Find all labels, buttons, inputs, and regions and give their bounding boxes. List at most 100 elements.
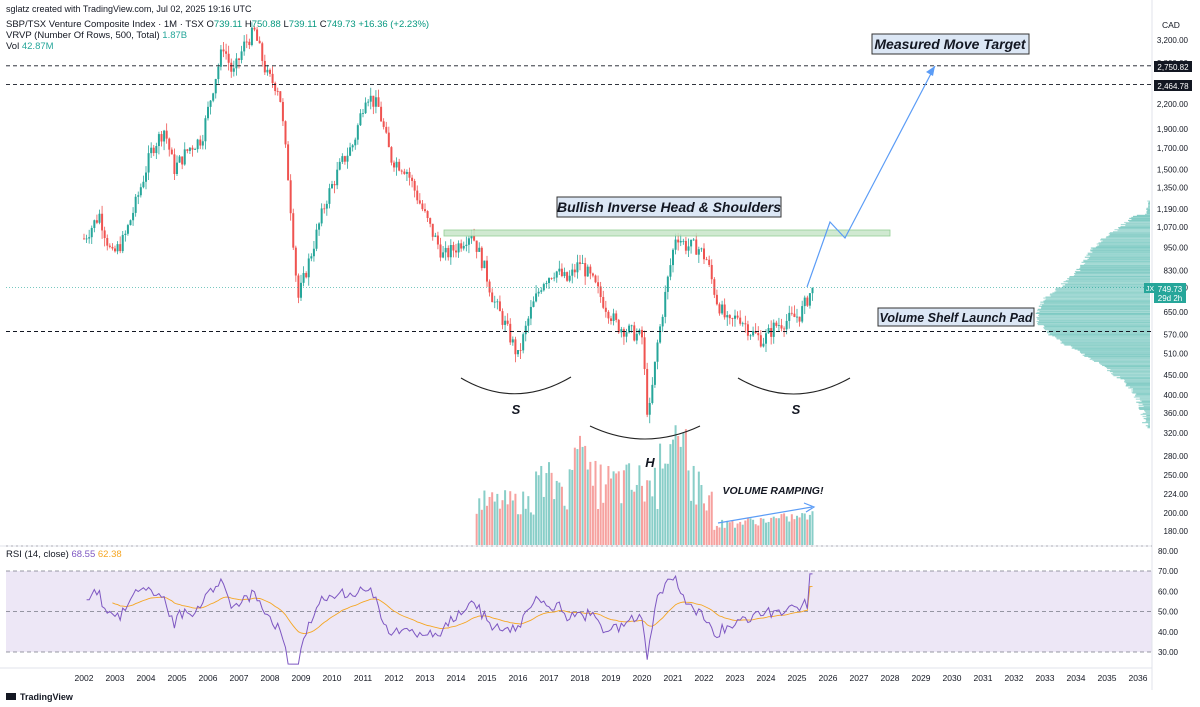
level-high-text: 2,750.82 [1157,63,1189,72]
candle-body [300,282,302,298]
candle-body [566,272,569,281]
volume-bar [522,491,525,545]
candle-body [387,132,390,148]
volume-profile-row [1043,328,1150,330]
volume-bar [705,510,708,545]
candle-body [248,41,251,46]
volume-profile-row [1036,316,1150,319]
candle-body [666,276,669,292]
volume-profile-row [1044,299,1150,301]
candle-body [713,279,716,295]
volume-bar [806,519,809,545]
volume-bar [770,517,773,545]
candle-body [201,141,204,146]
volume-profile-row [1088,257,1150,259]
volume-bar [635,484,638,545]
candle-body [656,342,659,362]
candle-body [811,287,814,294]
volume-profile-row [1142,412,1150,415]
tradingview-logo-icon [6,693,16,700]
volume-profile-row [1090,255,1150,257]
candle-body [470,235,473,239]
volume-profile-row [1136,401,1150,403]
volume-profile-row [1148,204,1150,206]
candle-body [261,43,264,61]
time-tick-label: 2024 [757,673,776,683]
time-axis: 2002 2003 2004 2005 2006 2007 2008 2009 2010 2011… [75,673,1148,683]
candle-body [421,203,424,210]
candle-body [488,281,491,293]
volume-profile-row [1142,422,1150,424]
volume-profile-row [1120,223,1150,226]
volume-legend[interactable]: Vol 42.87M [6,41,54,52]
candle-body [343,156,346,162]
volume-profile-row [1036,311,1150,313]
volume-profile-row [1108,235,1150,237]
volume-profile-row [1100,238,1150,240]
volume-bar [793,519,796,545]
rsi-legend[interactable]: RSI (14, close) 68.55 62.38 [6,549,122,560]
candle-body [101,213,104,231]
currency-label: CAD [1162,20,1180,30]
volume-profile-row [1074,348,1150,350]
time-tick-label: 2003 [106,673,125,683]
volume-profile-row [1056,338,1150,340]
volume-bar [630,489,633,545]
volume-profile-row [1060,342,1150,344]
vrvp-legend[interactable]: VRVP (Number Of Rows, 500, Total) 1.87B [6,30,188,41]
volume-profile-row [1083,259,1150,261]
volume-profile-row [1148,203,1150,205]
volume-profile-row [1074,270,1150,273]
volume-profile-row [1061,341,1150,343]
volume-profile-row [1087,252,1150,254]
volume-bar [535,471,538,545]
candle-body [765,333,767,344]
volume-profile-row [1109,370,1150,373]
volume-bar [610,478,612,545]
candle-body [152,147,155,154]
candle-body [483,260,486,269]
candle-body [103,230,106,239]
rsi-ma-value: 62.38 [97,549,122,560]
volume-profile-row [1089,358,1150,360]
candle-body [284,121,287,145]
candle-body [455,250,457,253]
head-arc [589,425,701,440]
volume-profile-row [1090,250,1150,252]
candle-body [511,339,514,343]
symbol-title[interactable]: SBP/TSX Venture Composite Index · 1M · T… [6,19,204,30]
volume-profile-row [1067,278,1150,280]
time-tick-label: 2006 [199,673,218,683]
volume-bar [628,463,631,545]
volume-bar [597,509,600,545]
time-tick-label: 2035 [1098,673,1117,683]
volume-profile-row [1040,301,1150,303]
candle-body [584,263,587,277]
candle-body [447,247,450,258]
candle-body [124,233,127,235]
candle-body [798,316,801,322]
candle-body [506,320,509,324]
candle-body [281,101,284,122]
volume-profile-row [1067,282,1150,284]
candle-body [780,325,783,329]
candle-body [126,225,129,234]
candle-body [672,249,674,266]
volume-profile-row [1102,364,1150,367]
candle-body [243,41,246,52]
price-tick-label: 1,350.00 [1157,183,1189,192]
candle-body [176,162,178,175]
candle-body [310,256,313,259]
price-axis-labels: CAD 2,750.82 2,464.78 JX 749.73 29d 2h [1144,20,1192,303]
candle-body [328,188,331,204]
volume-profile-row [1144,410,1150,413]
volume-profile-row [1073,275,1150,277]
volume-profile-row [1079,267,1150,270]
volume-profile-row [1055,289,1150,291]
volume-profile-row [1120,376,1150,378]
candle-body [594,275,597,283]
volume-profile-row [1050,295,1150,297]
volume-profile-row [1099,244,1150,246]
measured-move-arrowhead [926,66,935,76]
